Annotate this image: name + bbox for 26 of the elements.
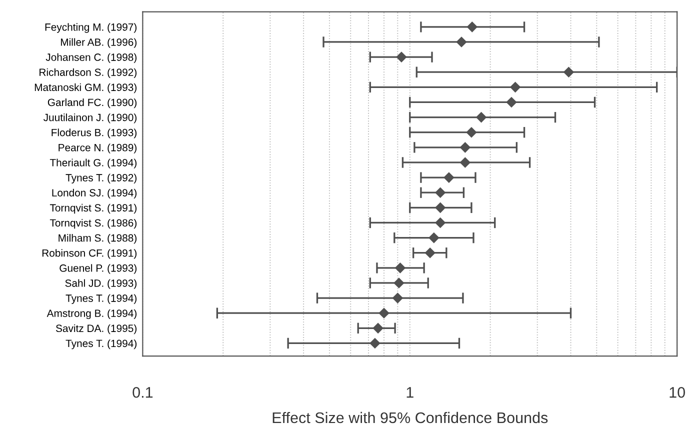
y-tick-label: Tynes T. (1992) [66, 174, 136, 184]
y-tick-label: Amstrong B. (1994) [46, 309, 136, 320]
x-tick-label: 10 [670, 386, 685, 398]
y-tick-label: Milham S. (1988) [58, 234, 136, 244]
y-tick-label: Sahl JD. (1993) [65, 279, 136, 289]
y-tick-label: Garland FC. (1990) [48, 98, 136, 108]
y-tick-label: Theriault G. (1994) [50, 158, 136, 168]
y-tick-label: Tynes T. (1994) [66, 294, 136, 304]
x-tick-label: 1 [406, 387, 414, 398]
y-tick-label: Juutilainon J. (1990) [43, 114, 136, 124]
y-tick-label: Savitz DA. (1995) [56, 324, 136, 334]
y-tick-label: Tornqvist S. (1991) [50, 204, 136, 214]
y-tick-label: Feychting M. (1997) [45, 23, 136, 33]
y-tick-label: Tornqvist S. (1986) [50, 218, 136, 229]
y-tick-label: Robinson CF. (1991) [42, 249, 136, 259]
y-tick-label: Matanoski GM. (1993) [34, 83, 136, 94]
x-axis-title: Effect Size with 95% Confidence Bounds [272, 412, 548, 424]
y-tick-label: London SJ. (1994) [52, 188, 136, 199]
y-tick-label: Richardson S. (1992) [40, 68, 136, 78]
y-tick-label: Guenel P. (1993) [60, 264, 136, 274]
y-tick-label: Floderus B. (1993) [52, 128, 136, 138]
y-tick-label: Tynes T. (1994) [66, 339, 136, 350]
y-tick-label: Pearce N. (1989) [58, 144, 136, 154]
y-tick-label: Miller AB. (1996) [60, 38, 136, 48]
y-tick-label: Johansen C. (1998) [46, 53, 136, 63]
x-tick-label: 0.1 [132, 386, 153, 398]
